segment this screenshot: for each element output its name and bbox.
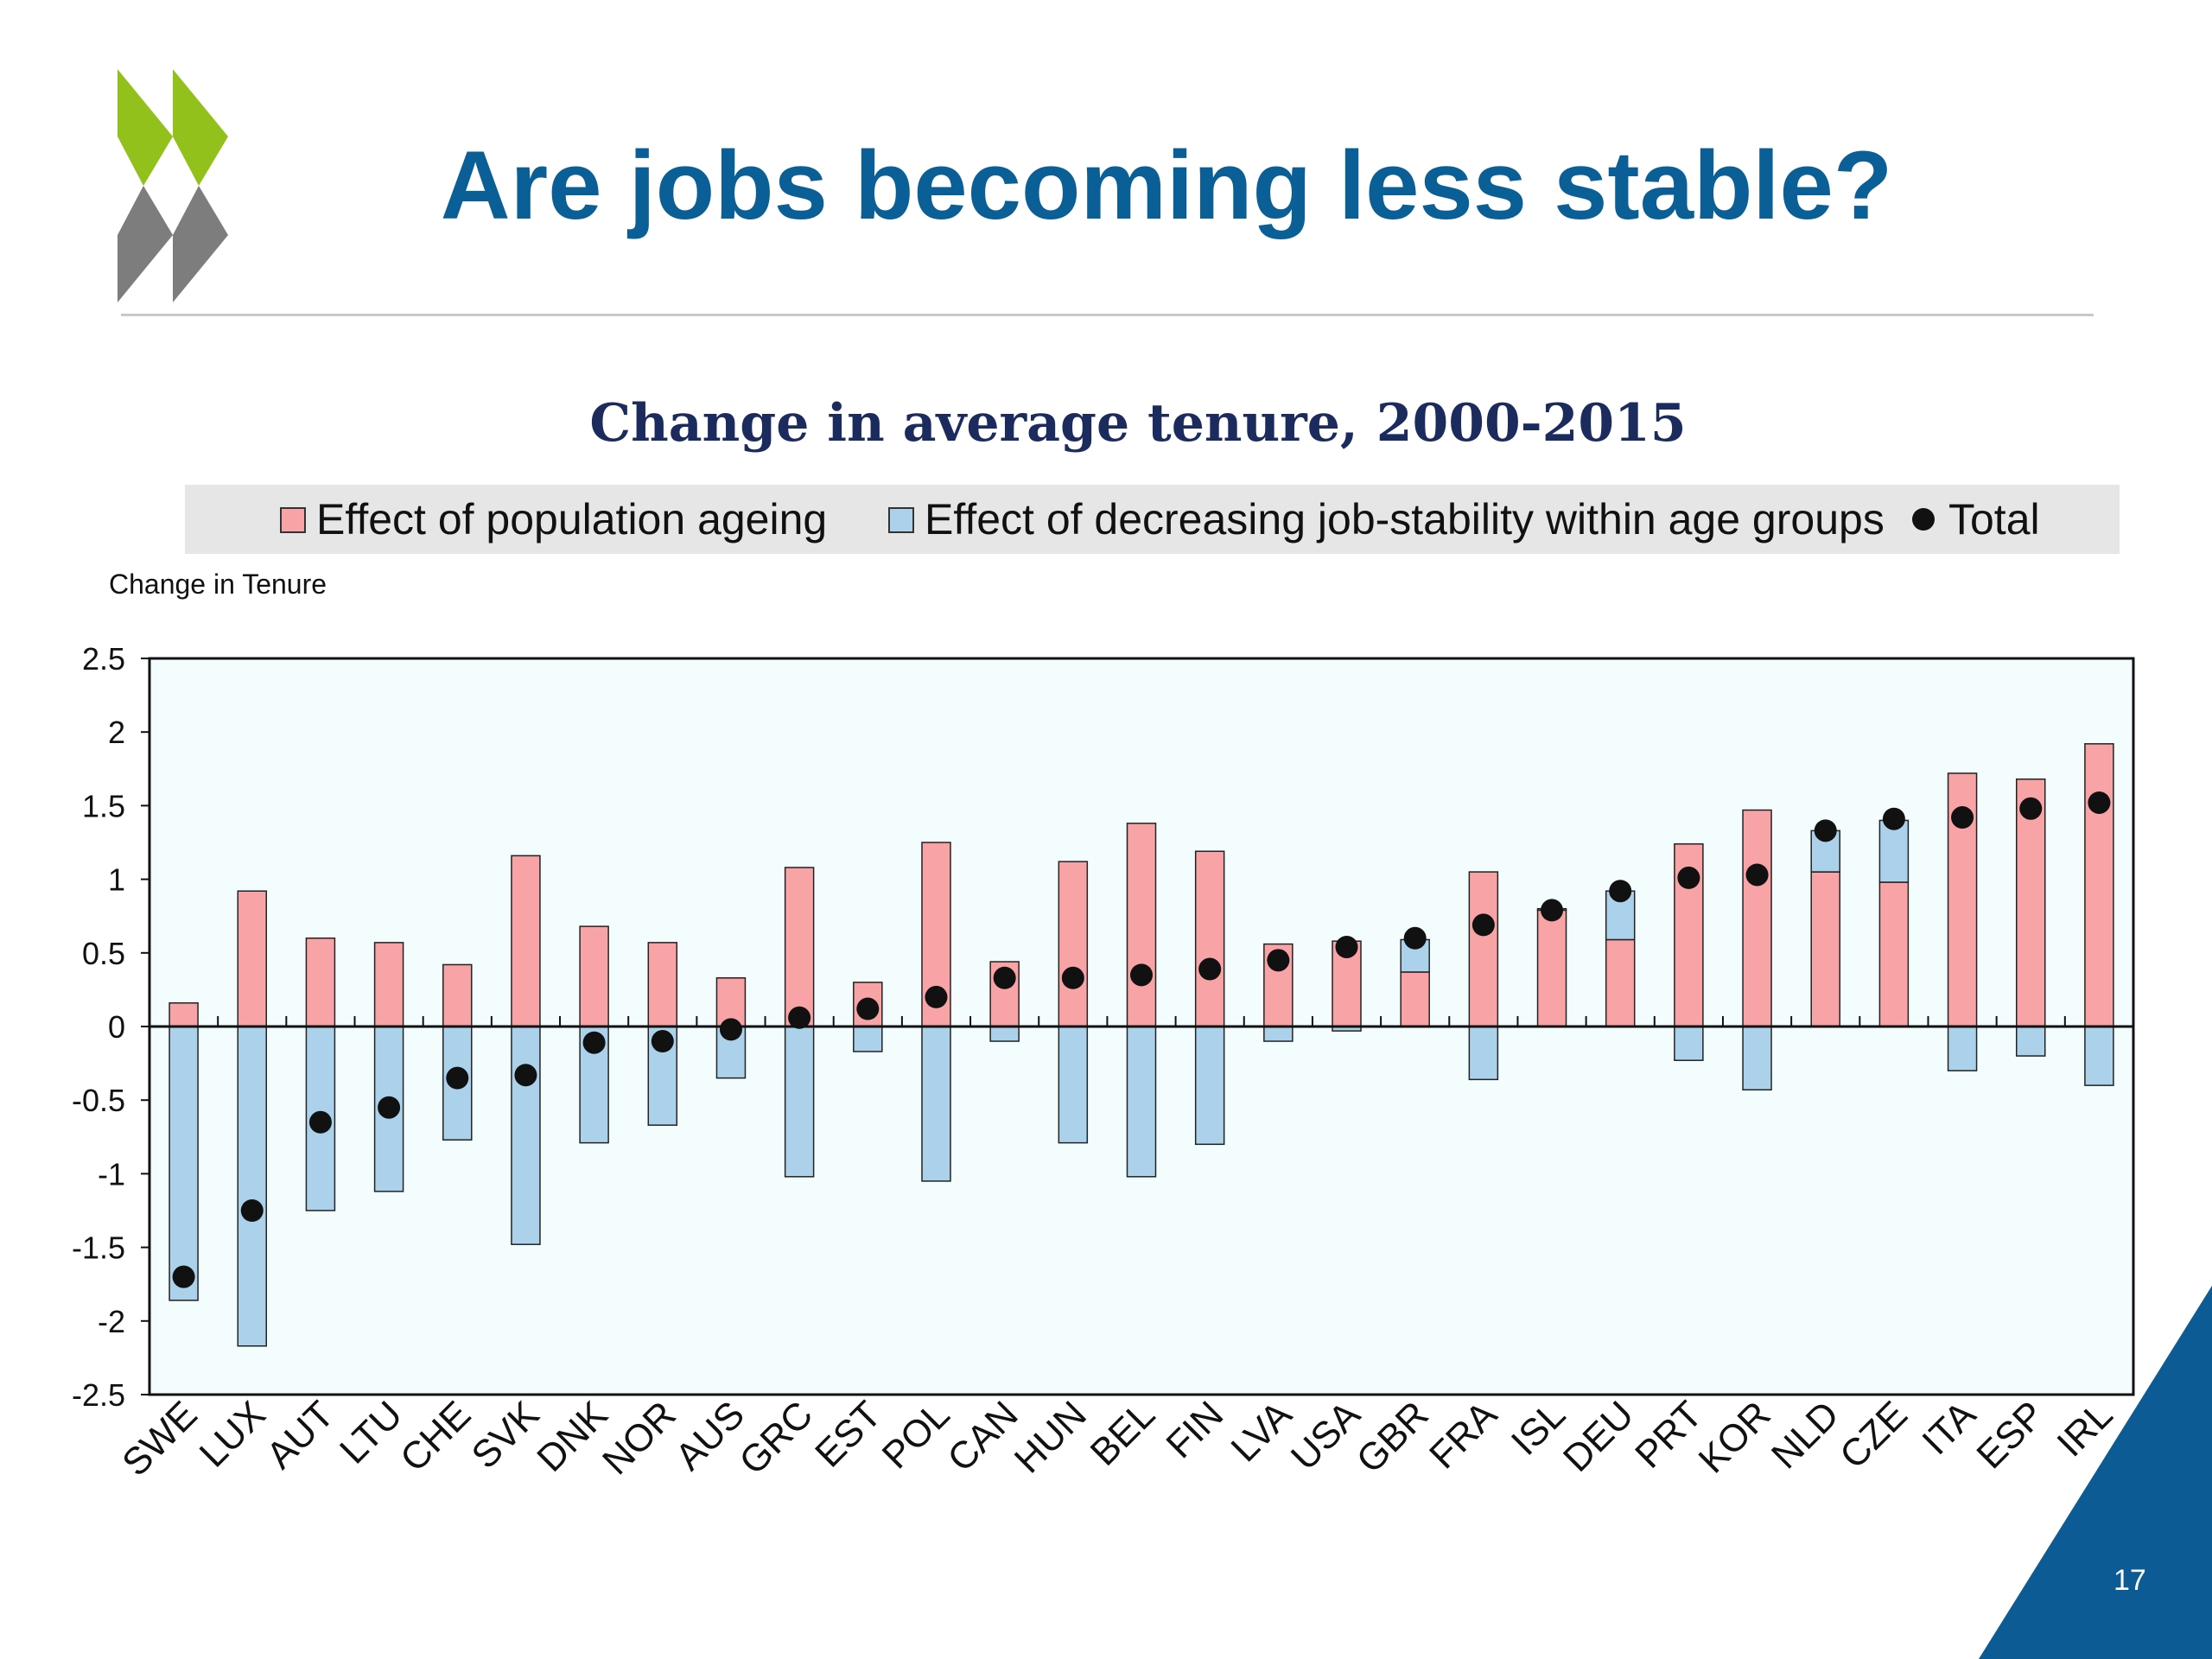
- total-dot-prt: [1677, 866, 1700, 889]
- bar-ageing-svk: [511, 855, 541, 1027]
- legend-swatch-ageing: [280, 507, 306, 533]
- total-dot-nor: [651, 1030, 674, 1053]
- bar-ageing-fra: [1468, 871, 1499, 1027]
- bar-ageing-cze: [1878, 881, 1910, 1027]
- total-dot-aut: [308, 1110, 332, 1134]
- total-dot-irl: [2088, 791, 2111, 814]
- total-dot-pol: [925, 985, 948, 1008]
- bar-ageing-dnk: [579, 925, 609, 1027]
- y-tick-label: -2.5: [72, 1377, 125, 1413]
- y-axis-label: Change in Tenure: [109, 569, 327, 600]
- chart-legend: Effect of population ageing Effect of de…: [185, 485, 2120, 554]
- total-dot-cze: [1882, 807, 1905, 830]
- y-tick-label: -1.5: [72, 1230, 125, 1266]
- bar-ageing-isl: [1536, 909, 1567, 1027]
- bar-job-stability-kor: [1742, 1026, 1772, 1091]
- y-tick-label: 2.5: [82, 641, 125, 677]
- total-dot-est: [856, 997, 880, 1020]
- total-dot-nld: [1814, 819, 1837, 842]
- y-tick-label: -2: [98, 1304, 125, 1339]
- total-dot-deu: [1609, 880, 1632, 903]
- total-dot-dnk: [582, 1031, 606, 1054]
- total-dot-isl: [1541, 899, 1564, 922]
- total-dot-lux: [240, 1199, 264, 1222]
- legend-label-total: Total: [1948, 495, 2040, 543]
- total-dot-grc: [788, 1006, 811, 1029]
- bar-job-stability-fin: [1194, 1026, 1225, 1146]
- y-tick-label: 1.5: [82, 788, 125, 823]
- total-dot-aus: [719, 1018, 742, 1041]
- bar-job-stability-swe: [168, 1026, 199, 1301]
- total-dot-kor: [1745, 863, 1769, 887]
- bar-ageing-ltu: [373, 942, 404, 1027]
- y-tick-label: 1: [108, 862, 125, 898]
- bar-ageing-irl: [2084, 743, 2114, 1027]
- bar-job-stability-bel: [1126, 1026, 1157, 1178]
- total-dot-fin: [1198, 957, 1222, 981]
- bar-job-stability-hun: [1058, 1026, 1089, 1144]
- bar-job-stability-pol: [921, 1026, 951, 1182]
- legend-swatch-job-stability: [888, 507, 914, 533]
- y-tick-label: -1: [98, 1156, 125, 1192]
- bar-ageing-che: [442, 963, 473, 1027]
- total-dot-bel: [1130, 963, 1153, 987]
- bar-ageing-aut: [305, 938, 336, 1027]
- legend-dot-total: [1912, 508, 1935, 531]
- bar-ageing-hun: [1058, 861, 1089, 1027]
- y-tick-label: 0: [108, 1009, 125, 1045]
- bar-ageing-kor: [1742, 809, 1772, 1027]
- bar-job-stability-fra: [1468, 1026, 1499, 1081]
- bar-job-stability-grc: [784, 1026, 815, 1178]
- bar-ageing-grc: [784, 867, 815, 1027]
- oecd-logo: [118, 69, 228, 302]
- y-tick-label: 2: [108, 715, 125, 750]
- bar-ageing-esp: [2015, 778, 2046, 1027]
- bar-job-stability-lux: [237, 1026, 268, 1347]
- bar-ageing-bel: [1126, 823, 1157, 1027]
- total-dot-ita: [1951, 806, 1974, 830]
- chart-title: Change in average tenure, 2000-2015: [589, 393, 1687, 454]
- total-dot-usa: [1335, 935, 1358, 958]
- bar-job-stability-gbr: [1400, 938, 1430, 973]
- legend-label-job-stability: Effect of decreasing job-stability withi…: [925, 495, 1885, 543]
- y-tick-label: 0.5: [82, 936, 125, 971]
- total-dot-hun: [1061, 966, 1084, 989]
- total-dot-can: [993, 966, 1016, 989]
- bar-job-stability-esp: [2015, 1026, 2046, 1057]
- total-dot-esp: [2019, 797, 2043, 820]
- title-divider: [121, 314, 2094, 316]
- total-dot-svk: [514, 1064, 537, 1087]
- bar-job-stability-svk: [511, 1026, 541, 1245]
- bar-ageing-nor: [647, 942, 678, 1027]
- total-dot-fra: [1471, 913, 1495, 937]
- total-dot-swe: [172, 1265, 195, 1288]
- bar-ageing-nld: [1810, 871, 1840, 1027]
- legend-label-ageing: Effect of population ageing: [316, 495, 828, 543]
- total-dot-gbr: [1403, 926, 1427, 950]
- page-number: 17: [2113, 1564, 2146, 1597]
- total-dot-lva: [1267, 949, 1290, 972]
- total-dot-che: [446, 1066, 469, 1090]
- total-dot-ltu: [378, 1096, 401, 1119]
- bar-ageing-swe: [168, 1001, 199, 1027]
- y-tick-label: -0.5: [72, 1083, 125, 1118]
- slide-title: Are jobs becoming less stable?: [440, 131, 1893, 239]
